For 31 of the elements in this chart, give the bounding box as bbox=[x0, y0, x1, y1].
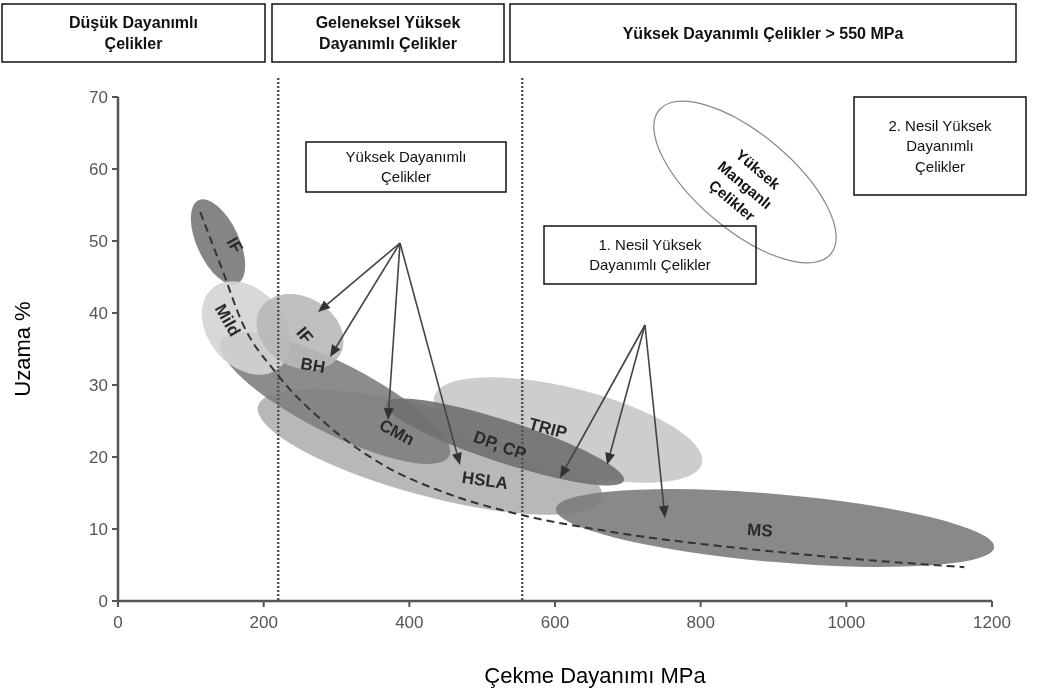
annotation: DP, CP bbox=[470, 427, 529, 464]
y-tick-label: 20 bbox=[89, 448, 108, 467]
annotation: CMn bbox=[376, 415, 418, 450]
y-tick-label: 60 bbox=[89, 160, 108, 179]
x-tick-label: 0 bbox=[113, 613, 123, 632]
annotation: IF bbox=[292, 323, 317, 348]
x-tick-label: 1000 bbox=[827, 613, 866, 632]
x-tick-label: 600 bbox=[540, 613, 570, 632]
x-tick-label: 1200 bbox=[973, 613, 1011, 632]
annotation: MS bbox=[746, 520, 774, 541]
x-tick-label: 400 bbox=[395, 613, 424, 632]
y-axis-title: Uzama % bbox=[10, 301, 35, 397]
y-tick-label: 10 bbox=[89, 520, 108, 539]
y-tick-label: 0 bbox=[98, 592, 108, 611]
y-tick-label: 50 bbox=[89, 232, 108, 251]
x-axis-title: Çekme Dayanımı MPa bbox=[484, 663, 707, 688]
annotation: TRIP bbox=[526, 414, 570, 443]
text: Geleneksel Yüksek Dayanımlı Çelikler bbox=[315, 13, 461, 53]
y-tick-label: 70 bbox=[89, 88, 108, 107]
text: Yüksek Dayanımlı Çelikler > 550 MPa bbox=[622, 24, 904, 42]
annotation: 2. Nesil Yüksek Dayanımlı Çelikler bbox=[888, 117, 993, 175]
annotation: IF bbox=[222, 233, 247, 257]
y-tick-label: 40 bbox=[89, 304, 108, 323]
annotation: Yüksek Dayanımlı Çelikler bbox=[345, 148, 467, 186]
x-tick-label: 800 bbox=[686, 613, 715, 632]
text: Düşük Dayanımlı Çelikler bbox=[69, 13, 198, 53]
annotation: 1. Nesil Yüksek Dayanımlı Çelikler bbox=[589, 236, 711, 274]
y-tick-label: 30 bbox=[89, 376, 108, 395]
annotation: BH bbox=[299, 354, 327, 377]
annotation: HSLA bbox=[460, 467, 510, 494]
x-tick-label: 200 bbox=[249, 613, 278, 632]
